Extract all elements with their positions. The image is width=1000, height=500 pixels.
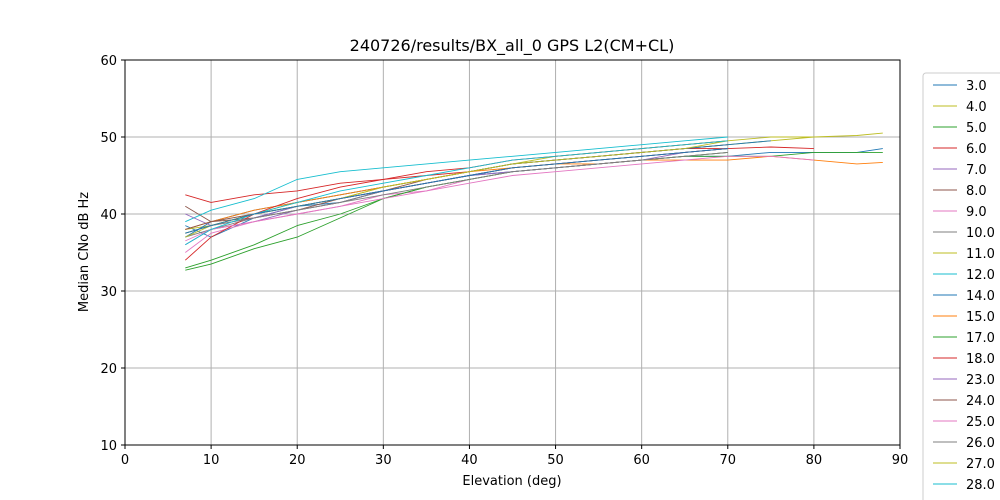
x-tick-label: 70 [720,453,737,468]
x-tick-label: 10 [203,453,220,468]
series-line-30.0 [185,148,728,234]
series-line-26.0 [185,151,728,234]
series-line-12.0 [185,136,728,223]
x-tick-label: 90 [892,453,909,468]
legend: 3.0 4.0 5.0 6.0 7.0 8.0 9.0 10.0 11.0 12.0 14.0 15.… [922,72,1000,500]
x-axis-label: Elevation (deg) [462,474,561,489]
y-tick-label: 20 [100,362,117,377]
series-group [184,132,883,271]
legend-label: 10.0 [966,226,995,241]
y-tick-label: 30 [100,285,117,300]
legend-label: 3.0 [966,79,987,94]
legend-label: 25.0 [966,415,995,430]
legend-label: 8.0 [966,184,987,199]
x-tick-label: 50 [547,453,564,468]
x-tick-label: 20 [289,453,306,468]
legend-label: 28.0 [966,478,995,493]
legend-label: 7.0 [966,163,987,178]
legend-label: 6.0 [966,142,987,157]
legend-label: 12.0 [966,268,995,283]
y-tick-label: 60 [100,54,117,69]
x-tick-label: 30 [375,453,392,468]
legend-label: 23.0 [966,373,995,388]
legend-label: 15.0 [966,310,995,325]
x-tick-label: 0 [121,453,129,468]
legend-label: 4.0 [966,100,987,115]
series-line-25.0 [185,155,814,242]
x-tick-label: 80 [806,453,823,468]
legend-label: 11.0 [966,247,995,262]
legend-label: 14.0 [966,289,995,304]
chart-title: 240726/results/BX_all_0 GPS L2(CM+CL) [350,36,675,56]
legend-label: 26.0 [966,436,995,451]
legend-label: 18.0 [966,352,995,367]
x-tick-label: 60 [633,453,650,468]
plot-frame [124,59,901,446]
legend-label: 24.0 [966,394,995,409]
legend-label: 27.0 [966,457,995,472]
legend-label: 9.0 [966,205,987,220]
series-line-28.0 [185,140,728,246]
axis-ticks: 0 10 20 30 40 50 60 70 80 90 10 20 30 40 50 60 [100,54,908,468]
legend-box [922,72,1000,500]
y-tick-label: 10 [100,439,117,454]
y-axis-label: Median CNo dB Hz [77,192,92,312]
x-tick-label: 40 [461,453,478,468]
legend-label: 17.0 [966,331,995,346]
legend-label: 5.0 [966,121,987,136]
y-tick-label: 40 [100,208,117,223]
y-tick-label: 50 [100,131,117,146]
